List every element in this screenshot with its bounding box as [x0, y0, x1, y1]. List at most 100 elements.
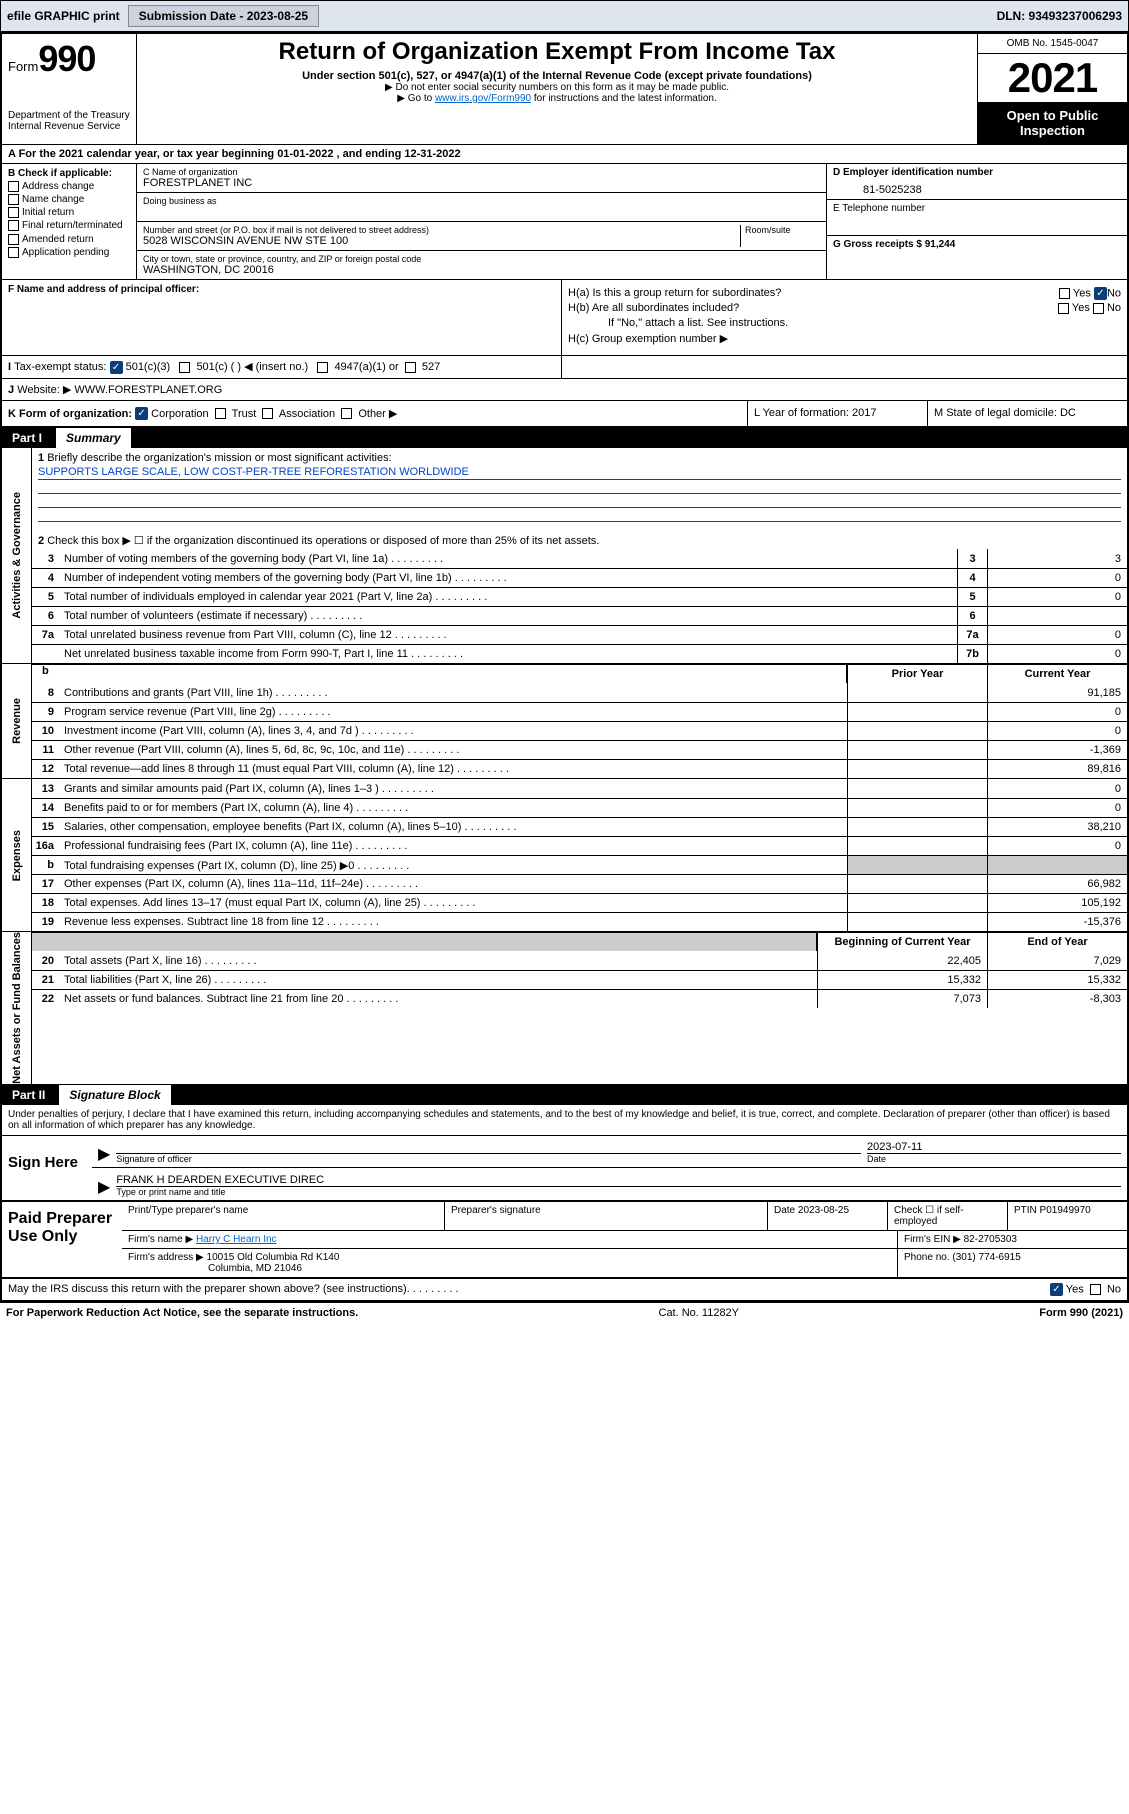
tax-year: 2021 — [978, 54, 1127, 102]
line-item: 7aTotal unrelated business revenue from … — [32, 625, 1127, 644]
firm-addr1: 10015 Old Columbia Rd K140 — [207, 1252, 340, 1263]
colb-item: Initial return — [8, 207, 130, 218]
addr-lbl: Number and street (or P.O. box if mail i… — [143, 225, 740, 235]
line-item: 5Total number of individuals employed in… — [32, 587, 1127, 606]
header-sub1: Under section 501(c), 527, or 4947(a)(1)… — [147, 70, 967, 82]
summary-gov: Activities & Governance 1 Briefly descri… — [2, 448, 1127, 664]
line-item: 12Total revenue—add lines 8 through 11 (… — [32, 759, 1127, 778]
line-item: 4Number of independent voting members of… — [32, 568, 1127, 587]
line-item: 6Total number of volunteers (estimate if… — [32, 606, 1127, 625]
toolbar: efile GRAPHIC print Submission Date - 20… — [0, 0, 1129, 32]
colb-item: Final return/terminated — [8, 220, 130, 231]
line-item: 10Investment income (Part VIII, column (… — [32, 721, 1127, 740]
q1-line3 — [38, 494, 1121, 508]
line-item: 17Other expenses (Part IX, column (A), l… — [32, 874, 1127, 893]
part2-title: Signature Block — [55, 1085, 170, 1105]
i-lbl: Tax-exempt status: — [14, 361, 106, 373]
section-bcde: B Check if applicable: Address change Nam… — [2, 164, 1127, 280]
row-ij-right-placeholder — [562, 356, 1127, 378]
preparer-section: Paid Preparer Use Only Print/Type prepar… — [2, 1202, 1127, 1279]
sig-declaration: Under penalties of perjury, I declare th… — [2, 1105, 1127, 1136]
dln-label: DLN: 93493237006293 — [997, 9, 1122, 23]
line-item: 11Other revenue (Part VIII, column (A), … — [32, 740, 1127, 759]
hdr-curr: Current Year — [987, 665, 1127, 683]
sign-arrow-icon: ▶ — [98, 1144, 110, 1164]
q1-line2 — [38, 480, 1121, 494]
sig-date-lbl: Date — [867, 1153, 1121, 1164]
form-word: Form — [8, 59, 38, 74]
ha-no-chk[interactable]: ✓ — [1094, 287, 1107, 300]
part1-label: Part I — [2, 428, 52, 448]
room-lbl: Room/suite — [745, 225, 820, 235]
part2-label: Part II — [2, 1085, 55, 1105]
hb-lbl: H(b) Are all subordinates included? — [568, 302, 739, 314]
sig-name-lbl: Type or print name and title — [116, 1186, 1121, 1197]
j-val: WWW.FORESTPLANET.ORG — [74, 384, 222, 396]
line-item: 19Revenue less expenses. Subtract line 1… — [32, 912, 1127, 931]
i-501c-chk[interactable] — [179, 362, 190, 373]
tab-exp: Expenses — [2, 779, 32, 931]
j-lbl: Website: ▶ — [17, 384, 71, 396]
colb-chk[interactable] — [8, 234, 19, 245]
hb-no-chk[interactable] — [1093, 303, 1104, 314]
colb-item: Amended return — [8, 234, 130, 245]
i-4947-chk[interactable] — [317, 362, 328, 373]
discuss-text: May the IRS discuss this return with the… — [8, 1283, 407, 1296]
hb-yes-chk[interactable] — [1058, 303, 1069, 314]
colb-chk[interactable] — [8, 194, 19, 205]
prep-date: Date 2023-08-25 — [767, 1202, 887, 1230]
colb-item: Address change — [8, 181, 130, 192]
i-501c3-chk[interactable]: ✓ — [110, 361, 123, 374]
footer-discuss: May the IRS discuss this return with the… — [2, 1279, 1127, 1300]
firm-phone-val: (301) 774-6915 — [952, 1252, 1020, 1263]
header-sub3: ▶ Go to www.irs.gov/Form990 for instruct… — [147, 93, 967, 104]
summary-exp: Expenses 13Grants and similar amounts pa… — [2, 779, 1127, 932]
firm-ein-lbl: Firm's EIN ▶ — [904, 1234, 961, 1245]
open-inspection: Open to Public Inspection — [978, 102, 1127, 144]
k-other-chk[interactable] — [341, 408, 352, 419]
colb-item: Name change — [8, 194, 130, 205]
colb-chk[interactable] — [8, 207, 19, 218]
efile-label[interactable]: efile GRAPHIC print — [7, 9, 120, 23]
c-name-lbl: C Name of organization — [143, 167, 820, 177]
k-assoc-chk[interactable] — [262, 408, 273, 419]
c-name-val: FORESTPLANET INC — [143, 177, 820, 189]
q1: Briefly describe the organization's miss… — [47, 452, 391, 464]
line-item: 16aProfessional fundraising fees (Part I… — [32, 836, 1127, 855]
submission-date-btn[interactable]: Submission Date - 2023-08-25 — [128, 5, 319, 27]
k-trust-chk[interactable] — [215, 408, 226, 419]
dept-label: Department of the Treasury Internal Reve… — [8, 110, 130, 132]
row-a-tax-year: A For the 2021 calendar year, or tax yea… — [2, 145, 1127, 164]
form-header: Form990 Department of the Treasury Inter… — [2, 34, 1127, 145]
header-left: Form990 Department of the Treasury Inter… — [2, 34, 137, 144]
k-corp-chk[interactable]: ✓ — [135, 407, 148, 420]
q1-ans: SUPPORTS LARGE SCALE, LOW COST-PER-TREE … — [38, 466, 1121, 480]
firm-name-link[interactable]: Harry C Hearn Inc — [196, 1234, 277, 1245]
firm-addr-lbl: Firm's address ▶ — [128, 1252, 204, 1263]
colb-chk[interactable] — [8, 181, 19, 192]
header-sub2: ▶ Do not enter social security numbers o… — [147, 82, 967, 93]
summary-rev: Revenue bPrior YearCurrent Year 8Contrib… — [2, 664, 1127, 779]
dba-lbl: Doing business as — [143, 196, 820, 206]
irs-link[interactable]: www.irs.gov/Form990 — [435, 93, 531, 104]
header-right: OMB No. 1545-0047 2021 Open to Public In… — [977, 34, 1127, 144]
i-527-chk[interactable] — [405, 362, 416, 373]
discuss-yes-chk[interactable]: ✓ — [1050, 1283, 1063, 1296]
line-item: 14Benefits paid to or for members (Part … — [32, 798, 1127, 817]
row-i-container: I Tax-exempt status: ✓ 501(c)(3) 501(c) … — [2, 356, 1127, 379]
hb-note: If "No," attach a list. See instructions… — [568, 317, 1121, 329]
colb-chk[interactable] — [8, 220, 19, 231]
discuss-no-chk[interactable] — [1090, 1284, 1101, 1295]
sign-here-lbl: Sign Here — [2, 1136, 92, 1200]
col-b-title: B Check if applicable: — [8, 168, 130, 179]
colb-chk[interactable] — [8, 247, 19, 258]
l-year: L Year of formation: 2017 — [747, 401, 927, 427]
firm-phone-lbl: Phone no. — [904, 1252, 950, 1263]
d-ein-val: 81-5025238 — [833, 178, 1121, 196]
part1-header: Part I Summary — [2, 428, 1127, 448]
form-number: 990 — [38, 38, 95, 79]
preparer-title: Paid Preparer Use Only — [2, 1202, 122, 1277]
hdr-beg: Beginning of Current Year — [817, 933, 987, 951]
tab-net: Net Assets or Fund Balances — [2, 932, 32, 1084]
ha-yes-chk[interactable] — [1059, 288, 1070, 299]
